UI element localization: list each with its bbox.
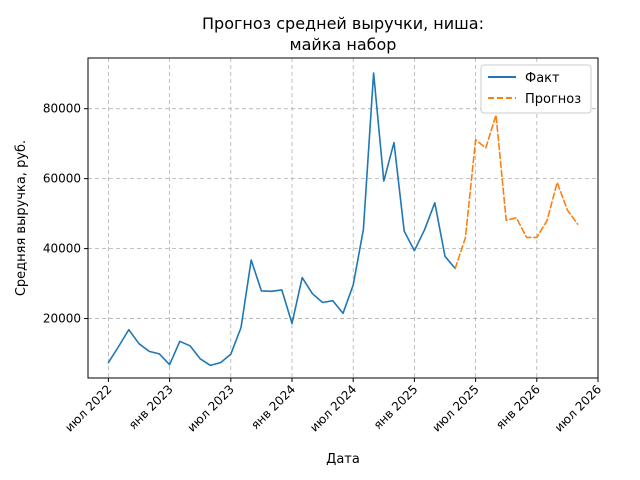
y-tick-label: 60000 xyxy=(43,172,81,186)
y-tick-label: 80000 xyxy=(43,102,81,116)
chart-title-line-2: майка набор xyxy=(290,35,397,54)
plot-frame xyxy=(87,57,599,379)
legend-label-forecast: Прогноз xyxy=(525,92,581,107)
series-line-forecast xyxy=(454,114,579,270)
legend: Факт Прогноз xyxy=(480,64,592,114)
grid xyxy=(88,58,599,378)
y-tick-label: 20000 xyxy=(43,312,81,326)
x-axis-label: Дата xyxy=(326,452,360,467)
y-tick-label: 40000 xyxy=(43,242,81,256)
chart-title-line-1: Прогноз средней выручки, ниша: xyxy=(202,14,484,33)
series-layer xyxy=(107,72,579,367)
series-line-fact xyxy=(107,72,457,367)
y-axis-label: Средняя выручка, руб. xyxy=(14,140,29,296)
legend-label-fact: Факт xyxy=(525,71,560,86)
